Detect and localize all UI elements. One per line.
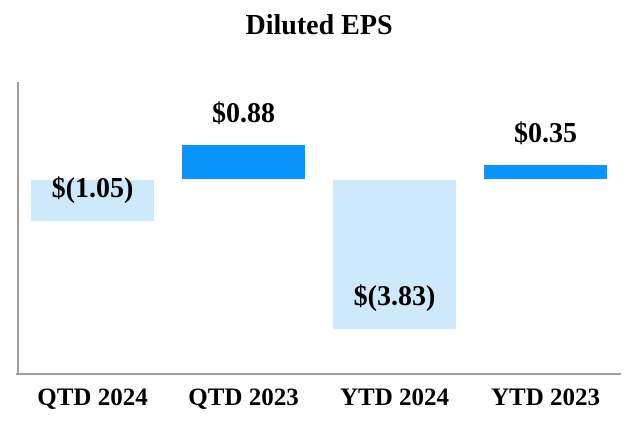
value-label-ytd-2024: $(3.83) xyxy=(353,280,436,312)
bar-qtd-2023 xyxy=(182,144,305,179)
value-label-qtd-2024: $(1.05) xyxy=(51,172,134,204)
x-axis-line xyxy=(16,373,621,375)
bar-ytd-2023 xyxy=(484,165,607,179)
category-label-ytd-2023: YTD 2023 xyxy=(490,384,601,411)
category-label-ytd-2024: YTD 2024 xyxy=(339,384,450,411)
bar-ytd-2024 xyxy=(333,180,456,329)
value-label-ytd-2023: $0.35 xyxy=(514,118,577,150)
value-label-qtd-2023: $0.88 xyxy=(212,97,275,129)
bar-qtd-2024 xyxy=(31,180,154,221)
chart-title: Diluted EPS xyxy=(245,10,393,41)
category-label-qtd-2023: QTD 2023 xyxy=(188,384,299,411)
category-label-qtd-2024: QTD 2024 xyxy=(37,384,148,411)
y-axis-line xyxy=(17,82,19,375)
